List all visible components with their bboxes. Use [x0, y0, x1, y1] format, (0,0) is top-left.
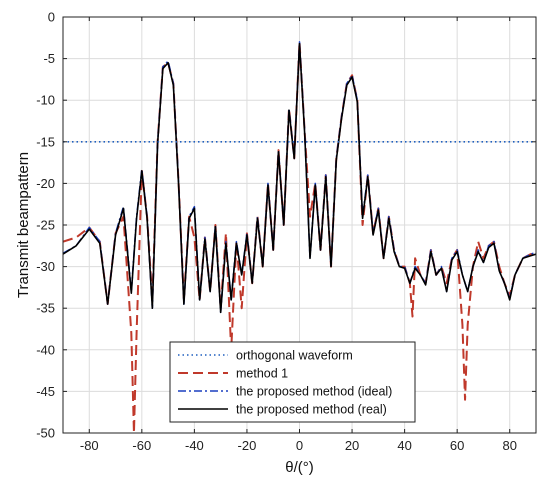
legend-label-3: the proposed method (real)	[236, 403, 387, 417]
x-axis-ticks: -80 -60 -40 -20 0 20 40 60 80	[80, 17, 517, 453]
legend: orthogonal waveform method 1 the proposed …	[169, 341, 416, 423]
x-tick-label: -40	[185, 438, 204, 453]
y-tick-label: -45	[36, 384, 55, 399]
y-tick-label: -35	[36, 301, 55, 316]
y-tick-label: -25	[36, 218, 55, 233]
x-tick-label: 80	[502, 438, 516, 453]
legend-label-1: method 1	[236, 367, 288, 381]
legend-label-2: the proposed method (ideal)	[236, 385, 392, 399]
x-tick-label: -80	[80, 438, 99, 453]
y-tick-label: -10	[36, 93, 55, 108]
y-tick-label: -5	[43, 51, 55, 66]
x-tick-label: 40	[397, 438, 411, 453]
y-axis-label: Transmit beampattern	[15, 152, 32, 298]
x-tick-label: 20	[345, 438, 359, 453]
series-line-3	[63, 42, 536, 314]
y-tick-label: -40	[36, 342, 55, 357]
x-tick-label: -20	[238, 438, 257, 453]
x-tick-label: 0	[296, 438, 303, 453]
y-tick-label: 0	[48, 10, 55, 25]
x-axis-label: θ/(°)	[285, 459, 314, 476]
x-tick-label: -60	[132, 438, 151, 453]
x-tick-label: 60	[450, 438, 464, 453]
series-layer	[63, 40, 536, 433]
y-tick-label: -50	[36, 426, 55, 441]
y-axis-ticks: 0 -5 -10 -15 -20 -25 -30 -35 -40 -45 -50	[36, 10, 536, 441]
legend-label-0: orthogonal waveform	[236, 349, 353, 363]
y-tick-label: -15	[36, 134, 55, 149]
y-tick-label: -20	[36, 176, 55, 191]
y-tick-label: -30	[36, 259, 55, 274]
